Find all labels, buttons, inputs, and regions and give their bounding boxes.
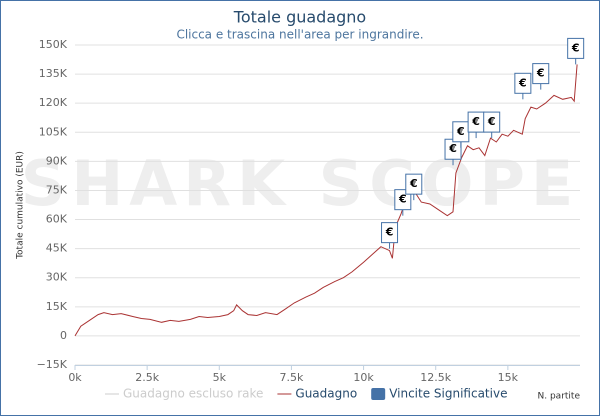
chart-subtitle: Clicca e trascina nell'area per ingrandi… — [176, 28, 423, 42]
y-tick-label: −15K — [37, 358, 68, 371]
legend-label[interactable]: Vincite Significative — [389, 387, 507, 401]
flag-box — [532, 63, 550, 85]
flag-label: € — [409, 177, 418, 190]
legend-symbol — [371, 388, 386, 400]
watermark: SHARK SCOPE — [21, 147, 580, 220]
flag-box — [483, 111, 501, 133]
flag-label: € — [398, 193, 407, 206]
flag-label: € — [448, 142, 457, 155]
significant-win-flag: € — [567, 37, 585, 65]
x-tick-label: 7.5k — [279, 371, 303, 384]
flag-label: € — [471, 115, 480, 128]
significant-win-flag: € — [394, 189, 412, 216]
y-tick-label: 75K — [46, 183, 68, 196]
y-tick-label: 105K — [39, 125, 68, 138]
y-axis-title: Totale cumulativo (EUR) — [16, 151, 26, 260]
flag-box — [381, 222, 399, 244]
flag-label: € — [487, 115, 496, 128]
significant-win-flag: € — [532, 63, 550, 90]
flag-box — [567, 37, 585, 59]
y-tick-label: 0 — [60, 329, 67, 342]
flag-label: € — [456, 125, 465, 138]
legend-label[interactable]: Guadagno — [295, 387, 357, 401]
y-tick-label: 135K — [39, 67, 68, 80]
chart-title: Totale guadagno — [233, 8, 366, 27]
series-line — [74, 64, 578, 337]
y-tick-label: 150K — [39, 38, 68, 51]
significant-win-flag: € — [444, 138, 462, 166]
y-tick-label: 30K — [46, 271, 68, 284]
significant-win-flag: € — [467, 111, 485, 139]
x-tick-label: 12.5k — [420, 371, 451, 384]
x-tick-label: 5k — [213, 371, 227, 384]
y-tick-label: 45K — [46, 242, 68, 255]
legend-label[interactable]: Guadagno escluso rake — [123, 387, 263, 401]
flag-label: € — [385, 226, 394, 239]
y-tick-label: 15K — [46, 300, 68, 313]
significant-win-flag: € — [514, 72, 532, 100]
x-tick-label: 0k — [68, 371, 82, 384]
flag-box — [405, 173, 423, 195]
flag-label: € — [536, 67, 545, 80]
significant-win-flag: € — [381, 222, 399, 249]
flag-label: € — [518, 76, 527, 89]
flag-label: € — [571, 41, 580, 54]
x-tick-label: 15k — [498, 371, 519, 384]
x-tick-label: 2.5k — [135, 371, 159, 384]
x-axis-title: N. partite — [538, 392, 581, 402]
x-tick-label: 10k — [353, 371, 374, 384]
y-tick-label: 120K — [39, 96, 68, 109]
flag-box — [394, 189, 412, 211]
y-tick-label: 60K — [46, 213, 68, 226]
y-tick-label: 90K — [46, 154, 68, 167]
significant-win-flag: € — [405, 173, 423, 201]
flag-box — [514, 72, 532, 94]
significant-win-flag: € — [483, 111, 501, 139]
